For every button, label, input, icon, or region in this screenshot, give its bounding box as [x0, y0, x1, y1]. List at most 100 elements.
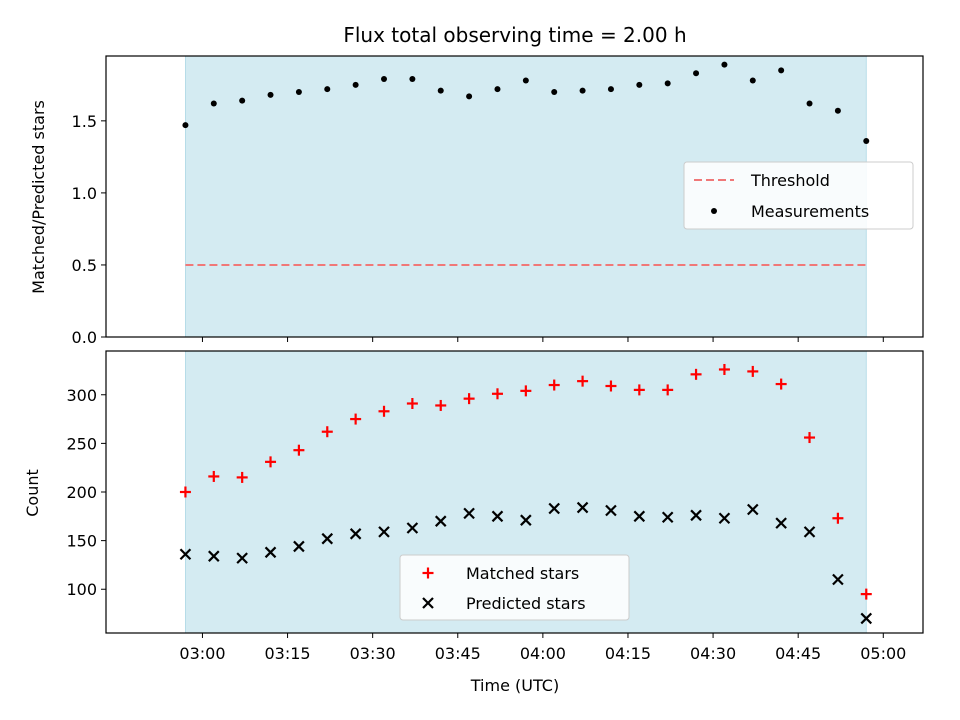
- x-marker-b: [605, 504, 617, 517]
- predicted-star-point: [406, 522, 419, 534]
- measurement-point: [494, 86, 501, 93]
- top-plot-frame: [105, 55, 924, 338]
- matched-star-point: [804, 432, 816, 444]
- measurement-point: [863, 138, 870, 145]
- predicted-star-point: [775, 517, 787, 529]
- x-marker-b: [208, 550, 220, 562]
- legend-predicted-swatch: [422, 597, 434, 609]
- predicted-star-point: [264, 546, 277, 559]
- bottom-x-tick-label: 04:45: [775, 644, 821, 663]
- x-marker-b: [520, 514, 532, 526]
- bottom-x-tick-label: 04:00: [520, 644, 566, 663]
- bottom-x-tick-label: 03:30: [350, 644, 396, 663]
- legend-measurements-label: Measurements: [751, 202, 869, 221]
- bottom-y-tick-label: 150: [66, 532, 97, 551]
- legend-threshold-label: Threshold: [750, 171, 830, 190]
- measurement-point: [579, 87, 586, 94]
- legend-measurements-swatch: [711, 208, 717, 214]
- x-marker-b: [463, 507, 475, 520]
- measurement-point: [749, 77, 756, 84]
- bottom-legend-box: [399, 554, 630, 621]
- chart-title: Flux total observing time = 2.00 h: [343, 23, 686, 47]
- matched-star-point: [832, 512, 844, 524]
- matched-star-point: [350, 413, 362, 425]
- x-marker-b: [293, 540, 305, 553]
- measurement-point: [721, 61, 728, 68]
- measurement-point: [324, 86, 331, 93]
- bottom-x-tick-label: 03:45: [435, 644, 481, 663]
- measurement-point: [295, 89, 302, 96]
- bottom-count-plot: 100 150 200 250 300 03:00 03:15 03:30 03:45 04:00…: [66, 350, 924, 663]
- bottom-x-tick-label: 04:30: [690, 644, 736, 663]
- predicted-star-point: [605, 504, 617, 517]
- x-marker-b: [860, 612, 873, 625]
- matched-star-point: [775, 378, 787, 390]
- measurement-point: [466, 93, 473, 100]
- matched-star-point: [236, 471, 248, 483]
- predicted-star-point: [434, 515, 447, 527]
- matched-star-point: [463, 393, 475, 405]
- measurement-point: [834, 107, 841, 114]
- bottom-y-tick-label: 300: [66, 386, 97, 405]
- matched-star-point: [179, 486, 191, 498]
- predicted-star-point: [293, 540, 305, 553]
- predicted-star-point: [321, 532, 334, 545]
- predicted-star-point: [690, 509, 702, 522]
- bottom-x-tick-label: 03:00: [179, 644, 225, 663]
- x-marker-b: [406, 522, 419, 534]
- predicted-star-point: [378, 526, 390, 538]
- legend-matched-label: Matched stars: [466, 564, 579, 583]
- x-marker-b: [179, 548, 192, 561]
- measurement-point: [664, 80, 671, 87]
- x-marker-b: [775, 517, 787, 529]
- x-marker-b: [548, 502, 560, 515]
- x-marker-b: [747, 503, 759, 516]
- bottom-y-tick-label: 100: [66, 580, 97, 599]
- bottom-x-tick-label: 04:15: [605, 644, 651, 663]
- matched-star-point: [208, 470, 220, 482]
- measurement-point: [607, 86, 614, 93]
- legend-predicted-label: Predicted stars: [466, 594, 586, 613]
- matched-star-point: [548, 379, 560, 391]
- x-marker-b: [576, 501, 589, 514]
- measurement-point: [522, 77, 529, 84]
- matched-star-point: [378, 405, 390, 417]
- bottom-y-tick-label: 200: [66, 483, 97, 502]
- x-marker-b: [422, 597, 434, 609]
- matched-star-point: [293, 444, 305, 456]
- measurement-point: [778, 67, 785, 74]
- measurement-point: [182, 122, 189, 129]
- matched-star-point: [577, 375, 589, 387]
- top-ratio-plot: 0.0 0.5 1.0 1.5 Threshold Measurements: [72, 55, 924, 347]
- matched-star-point: [860, 588, 872, 600]
- matched-star-point: [265, 456, 277, 468]
- top-y-tick-label: 1.5: [72, 112, 97, 131]
- predicted-star-point: [633, 510, 646, 523]
- predicted-star-point: [179, 548, 192, 561]
- measurement-point: [409, 76, 416, 83]
- predicted-star-point: [520, 514, 532, 526]
- x-marker-b: [236, 552, 248, 564]
- predicted-star-point: [349, 528, 362, 540]
- matched-star-point: [491, 388, 503, 400]
- x-marker-b: [321, 532, 334, 545]
- measurement-point: [239, 97, 246, 104]
- top-y-tick-label: 1.0: [72, 184, 97, 203]
- matched-star-point: [406, 398, 418, 410]
- top-legend: Threshold Measurements: [683, 161, 914, 230]
- measurement-point: [267, 91, 274, 98]
- legend-matched-swatch: [422, 567, 434, 579]
- predicted-star-point: [576, 501, 589, 514]
- x-marker-b: [633, 510, 646, 523]
- measurement-point: [636, 81, 643, 88]
- x-axis-label: Time (UTC): [470, 676, 559, 695]
- predicted-star-point: [661, 511, 674, 524]
- matched-star-point: [747, 365, 759, 377]
- predicted-star-point: [832, 573, 844, 586]
- x-marker-b: [349, 528, 362, 540]
- predicted-star-point: [718, 512, 731, 525]
- x-marker-b: [491, 510, 504, 523]
- bottom-x-tick-label: 03:15: [265, 644, 311, 663]
- measurement-point: [352, 81, 359, 88]
